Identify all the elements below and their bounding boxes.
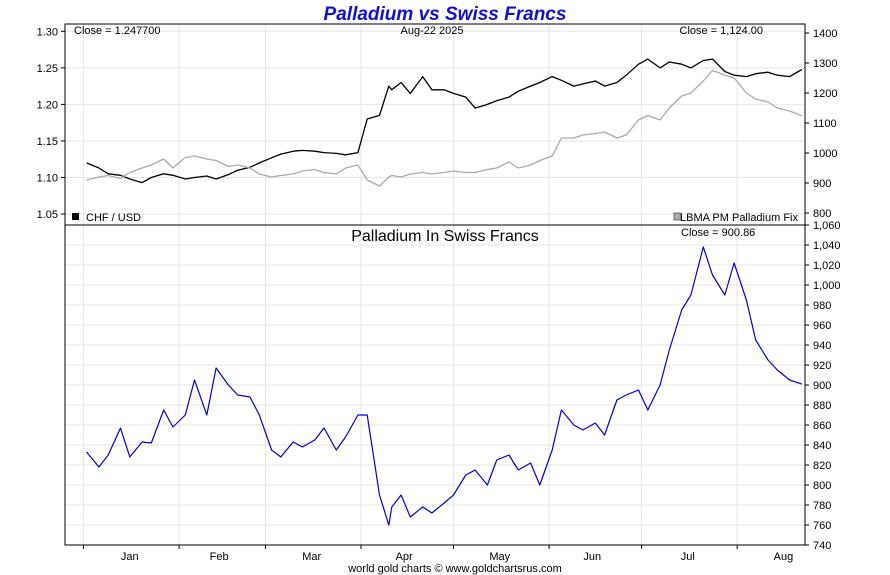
date-label: Aug-22 2025 xyxy=(401,25,464,37)
bottom-series xyxy=(86,246,803,526)
chart-title: Palladium vs Swiss Francs xyxy=(324,4,567,25)
top-grid xyxy=(65,24,805,225)
bottom-tick-label-13: 800 xyxy=(813,480,831,492)
bottom-yticks: 1,060 1,040 1,020 1,000 980 960 940 920 900 880 86… xyxy=(805,220,841,552)
bottom-tick-label-3: 1,000 xyxy=(813,280,841,292)
top-left-tick-label-4: 1.10 xyxy=(37,172,58,184)
bottom-panel-frame xyxy=(64,224,806,546)
top-left-tick-label-0: 1.30 xyxy=(37,26,58,38)
bottom-xticks: Jan Feb Mar Apr May Jun Jul Aug xyxy=(83,545,794,563)
top-right-tick-label-1: 1300 xyxy=(813,58,837,70)
top-panel: 1.30 1.25 1.20 1.15 1.10 1.05 1400 1300 1200 110… xyxy=(37,23,837,226)
bottom-title: Palladium In Swiss Francs xyxy=(351,228,539,245)
bottom-tick-label-7: 920 xyxy=(813,360,831,372)
bottom-close-label: Close = 900.86 xyxy=(681,227,755,239)
top-panel-frame xyxy=(64,23,806,226)
close-left-label: Close = 1.247700 xyxy=(74,25,161,37)
x-tick-label-jan: Jan xyxy=(121,551,139,563)
top-right-tick-label-6: 800 xyxy=(813,208,831,220)
top-left-tick-label-1: 1.25 xyxy=(37,63,58,75)
bottom-tick-label-15: 760 xyxy=(813,520,831,532)
top-left-tick-label-5: 1.05 xyxy=(37,209,58,221)
top-yticks-right: 1400 1300 1200 1100 1000 900 800 xyxy=(805,28,837,220)
x-tick-label-apr: Apr xyxy=(396,551,413,563)
bottom-panel: 1,060 1,040 1,020 1,000 980 960 940 920 900 880 86… xyxy=(64,220,841,563)
x-tick-label-jul: Jul xyxy=(681,551,695,563)
legend-label-chf: CHF / USD xyxy=(86,212,141,224)
legend-label-palladium: LBMA PM Palladium Fix xyxy=(680,212,798,224)
legend-swatch-palladium xyxy=(673,212,682,221)
bottom-tick-label-11: 840 xyxy=(813,440,831,452)
top-series xyxy=(86,58,803,187)
top-right-tick-label-5: 900 xyxy=(813,178,831,190)
top-left-tick-label-2: 1.20 xyxy=(37,99,58,111)
bottom-tick-label-9: 880 xyxy=(813,400,831,412)
bottom-tick-label-14: 780 xyxy=(813,500,831,512)
x-tick-label-aug: Aug xyxy=(774,551,794,563)
bottom-tick-label-2: 1,020 xyxy=(813,260,841,272)
top-right-tick-label-3: 1100 xyxy=(813,118,837,130)
top-left-tick-label-3: 1.15 xyxy=(37,136,58,148)
bottom-tick-label-16: 740 xyxy=(813,540,831,552)
close-right-label: Close = 1,124.00 xyxy=(680,25,763,37)
x-tick-label-feb: Feb xyxy=(210,551,229,563)
bottom-tick-label-5: 960 xyxy=(813,320,831,332)
bottom-tick-label-10: 860 xyxy=(813,420,831,432)
bottom-tick-label-6: 940 xyxy=(813,340,831,352)
bottom-grid xyxy=(65,224,805,546)
bottom-tick-label-8: 900 xyxy=(813,380,831,392)
bottom-tick-label-12: 820 xyxy=(813,460,831,472)
top-right-tick-label-4: 1000 xyxy=(813,148,837,160)
legend-swatch-chf xyxy=(72,213,79,220)
top-right-tick-label-0: 1400 xyxy=(813,28,837,40)
chf-usd-line xyxy=(86,58,803,184)
x-tick-label-jun: Jun xyxy=(583,551,601,563)
top-right-tick-label-2: 1200 xyxy=(813,88,837,100)
bottom-tick-label-1: 1,040 xyxy=(813,240,841,252)
bottom-tick-label-4: 980 xyxy=(813,300,831,312)
x-tick-label-may: May xyxy=(489,551,510,563)
top-yticks-left: 1.30 1.25 1.20 1.15 1.10 1.05 xyxy=(37,26,65,221)
x-tick-label-mar: Mar xyxy=(302,551,321,563)
palladium-chf-line xyxy=(86,246,803,526)
footer-credit: world gold charts © www.goldchartsrus.co… xyxy=(347,563,562,575)
bottom-tick-label-0: 1,060 xyxy=(813,220,841,232)
palladium-usd-line xyxy=(86,69,803,187)
